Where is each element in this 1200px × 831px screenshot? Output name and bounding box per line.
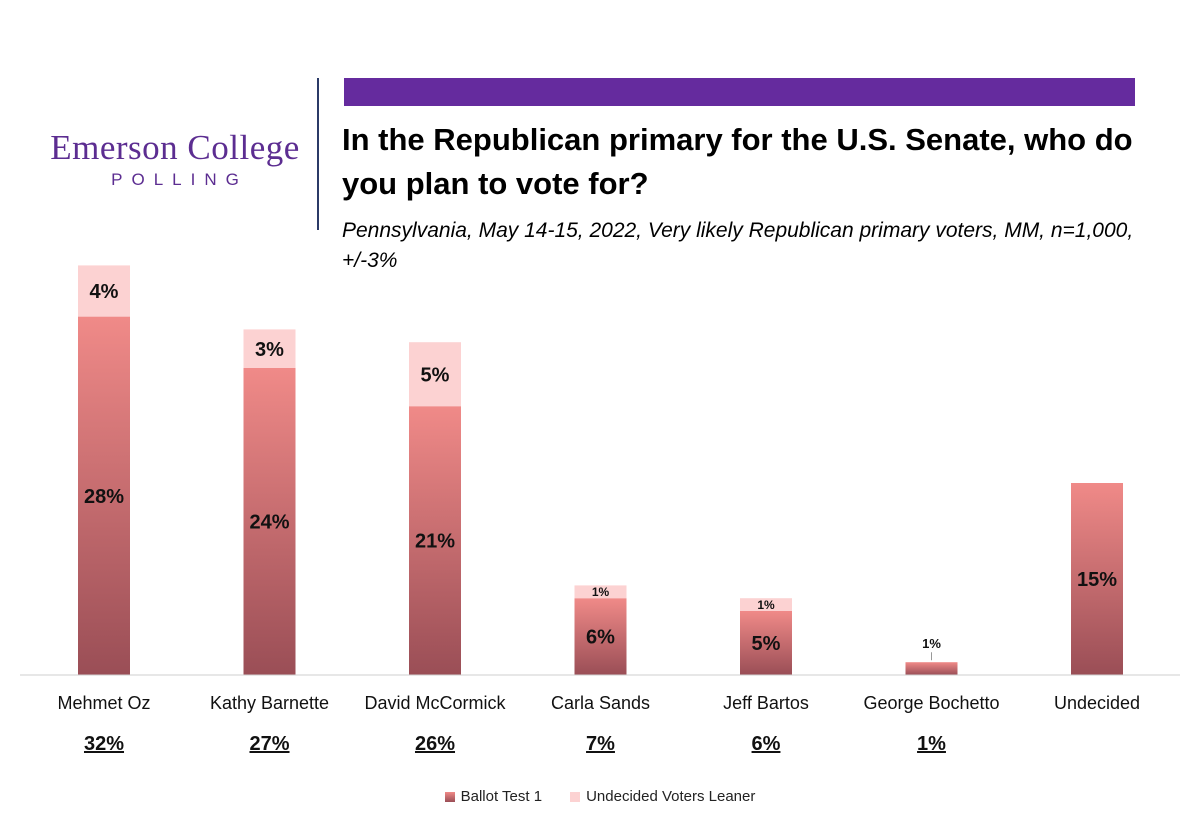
bar-undecided-leaner bbox=[243, 329, 296, 368]
bar-ballot-test-1 bbox=[574, 598, 627, 675]
emerson-college-polling-logo: Emerson College POLLING bbox=[40, 128, 310, 190]
x-tick-label: Jeff Bartos bbox=[723, 693, 809, 713]
total-label: 32% bbox=[84, 733, 124, 755]
data-label-ballot: 6% bbox=[586, 627, 615, 649]
x-tick-label: Kathy Barnette bbox=[210, 693, 329, 713]
legend-item-ballot: Ballot Test 1 bbox=[444, 788, 543, 805]
bar-ballot-test-1 bbox=[905, 662, 958, 675]
total-label: 1% bbox=[917, 733, 946, 755]
data-label-leaner: 4% bbox=[90, 281, 119, 303]
data-label-leaner: 1% bbox=[592, 585, 610, 599]
data-label-leaner: 1% bbox=[757, 598, 775, 612]
bar-undecided-leaner bbox=[740, 598, 792, 611]
data-label-ballot: 1% bbox=[922, 636, 941, 651]
bar-ballot-test-1 bbox=[740, 611, 792, 675]
bar-undecided-leaner bbox=[574, 585, 627, 599]
title-banner bbox=[344, 78, 1135, 106]
bar-ballot-test-1 bbox=[243, 367, 296, 675]
chart-title: In the Republican primary for the U.S. S… bbox=[342, 122, 1133, 201]
legend-label-leaner: Undecided Voters Leaner bbox=[586, 788, 756, 805]
bar-ballot-test-1 bbox=[78, 316, 130, 675]
data-label-ballot: 21% bbox=[415, 531, 455, 553]
data-label-ballot: 5% bbox=[752, 633, 781, 655]
chart-legend: Ballot Test 1 Undecided Voters Leaner bbox=[0, 788, 1200, 805]
data-label-leaner: 5% bbox=[421, 364, 450, 386]
x-tick-label: Mehmet Oz bbox=[57, 693, 150, 713]
bar-undecided-leaner bbox=[409, 342, 461, 407]
data-label-ballot: 24% bbox=[249, 511, 289, 533]
x-tick-label: George Bochetto bbox=[863, 693, 999, 713]
bar-ballot-test-1 bbox=[409, 406, 461, 675]
chart-subtitle: Pennsylvania, May 14-15, 2022, Very like… bbox=[342, 219, 1134, 272]
total-label: 7% bbox=[586, 733, 615, 755]
data-label-ballot: 28% bbox=[84, 486, 124, 508]
header-divider bbox=[317, 78, 319, 230]
bar-ballot-test-1 bbox=[1071, 483, 1123, 675]
data-label-ballot: 15% bbox=[1077, 569, 1117, 591]
total-label: 26% bbox=[415, 733, 455, 755]
logo-name: Emerson College bbox=[50, 128, 300, 167]
data-label-leaner: 3% bbox=[255, 339, 284, 361]
total-label: 6% bbox=[752, 733, 781, 755]
legend-swatch-ballot bbox=[444, 791, 455, 802]
x-tick-label: Undecided bbox=[1054, 693, 1140, 713]
logo-subtitle: POLLING bbox=[111, 170, 248, 189]
legend-label-ballot: Ballot Test 1 bbox=[460, 788, 543, 805]
bar-undecided-leaner bbox=[78, 265, 130, 317]
legend-swatch-leaner bbox=[570, 791, 581, 802]
x-tick-label: Carla Sands bbox=[551, 693, 650, 713]
legend-item-leaner: Undecided Voters Leaner bbox=[570, 788, 755, 805]
total-label: 27% bbox=[249, 733, 289, 755]
x-tick-label: David McCormick bbox=[364, 693, 506, 713]
